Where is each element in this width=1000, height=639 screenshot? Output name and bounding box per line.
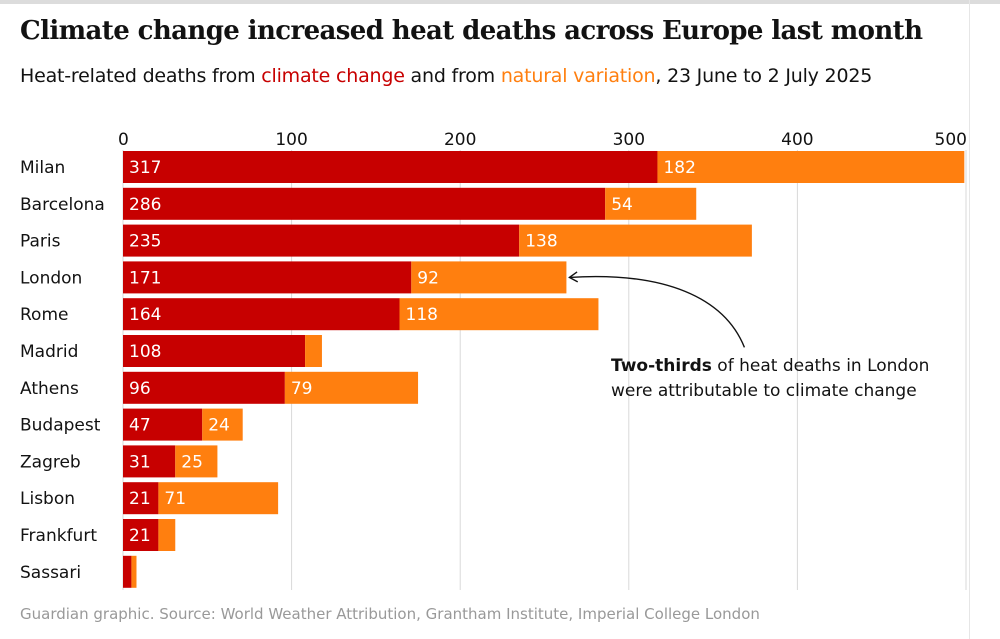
data-label: 71 [164, 489, 186, 509]
category-label: Rome [20, 305, 68, 325]
data-label: 138 [525, 232, 557, 252]
data-label: 235 [129, 232, 161, 252]
data-label: 21 [129, 489, 151, 509]
bar-segment-climate-change [123, 408, 203, 441]
bar-segment-natural-variation [411, 261, 567, 294]
data-label: 79 [291, 379, 313, 399]
bar-segment-natural-variation [202, 408, 243, 441]
annotation-text: Two-thirds of heat deaths in London were… [611, 354, 951, 404]
annotation-arrow [568, 271, 746, 348]
bar-segment-natural-variation [657, 151, 965, 183]
category-label: Madrid [20, 342, 78, 362]
bar-segment-natural-variation [399, 298, 599, 331]
bar-segment-natural-variation [175, 445, 218, 478]
bar-segment-climate-change [123, 335, 306, 367]
x-tick-label: 400 [781, 130, 813, 150]
data-label: 317 [129, 158, 161, 178]
bar-segment-natural-variation [158, 519, 176, 551]
category-label: Barcelona [20, 195, 105, 215]
bar-segment-natural-variation [284, 371, 419, 404]
bar-segment-natural-variation [605, 187, 697, 220]
data-label: 286 [129, 195, 161, 215]
data-label: 108 [129, 342, 161, 362]
category-label: Budapest [20, 416, 101, 436]
data-label: 182 [663, 158, 695, 178]
x-tick-label: 0 [118, 130, 129, 150]
category-label: Lisbon [20, 489, 75, 509]
annotation-bold: Two-thirds [611, 356, 712, 376]
bar-segment-climate-change [123, 445, 176, 478]
bar-segment-climate-change [123, 298, 400, 331]
chart-title: Climate change increased heat deaths acr… [20, 16, 923, 46]
x-tick-label: 300 [613, 130, 645, 150]
data-label: 164 [129, 305, 161, 325]
data-label: 171 [129, 268, 161, 288]
bar-segment-natural-variation [158, 482, 279, 515]
bar-segment-climate-change [123, 187, 606, 220]
data-label: 25 [181, 452, 203, 472]
subtitle-date-range: , 23 June to 2 July 2025 [655, 65, 873, 87]
data-label: 96 [129, 379, 151, 399]
bar-segment-climate-change [123, 261, 412, 294]
data-label: 47 [129, 416, 151, 436]
bar-segment-climate-change [123, 555, 132, 588]
subtitle-natural-variation: natural variation [500, 65, 656, 87]
data-label: 92 [417, 268, 439, 288]
x-tick-label: 200 [444, 130, 476, 150]
category-label: London [20, 268, 82, 288]
bar-segment-climate-change [123, 371, 285, 404]
category-label: Milan [20, 158, 65, 178]
data-label: 54 [611, 195, 633, 215]
subtitle-climate-change: climate change [261, 65, 405, 87]
category-label: Zagreb [20, 452, 81, 472]
data-label: 24 [208, 416, 230, 436]
category-label: Athens [20, 379, 79, 399]
bar-segment-natural-variation [131, 555, 137, 588]
data-label: 21 [129, 526, 151, 546]
bar-segment-natural-variation [519, 224, 752, 257]
bar-segment-climate-change [123, 151, 658, 183]
bar-segment-climate-change [123, 224, 520, 257]
top-rule [0, 0, 1000, 4]
data-label: 31 [129, 452, 151, 472]
category-label: Paris [20, 232, 61, 252]
data-label: 118 [406, 305, 438, 325]
bar-segment-climate-change [123, 482, 159, 515]
category-label: Frankfurt [20, 526, 97, 546]
subtitle-middle: and from [404, 65, 501, 87]
category-label: Sassari [20, 563, 81, 583]
bar-segment-climate-change [123, 519, 159, 551]
chart-subtitle: Heat-related deaths from climate change … [20, 65, 872, 87]
source-note: Guardian graphic. Source: World Weather … [20, 605, 760, 623]
x-tick-label: 100 [275, 130, 307, 150]
bar-segment-natural-variation [305, 335, 322, 367]
x-tick-label: 500 [935, 130, 967, 150]
annotation-rest: of heat deaths in London were attributab… [611, 356, 930, 401]
right-rule [969, 0, 970, 639]
subtitle-prefix: Heat-related deaths from [20, 65, 262, 87]
